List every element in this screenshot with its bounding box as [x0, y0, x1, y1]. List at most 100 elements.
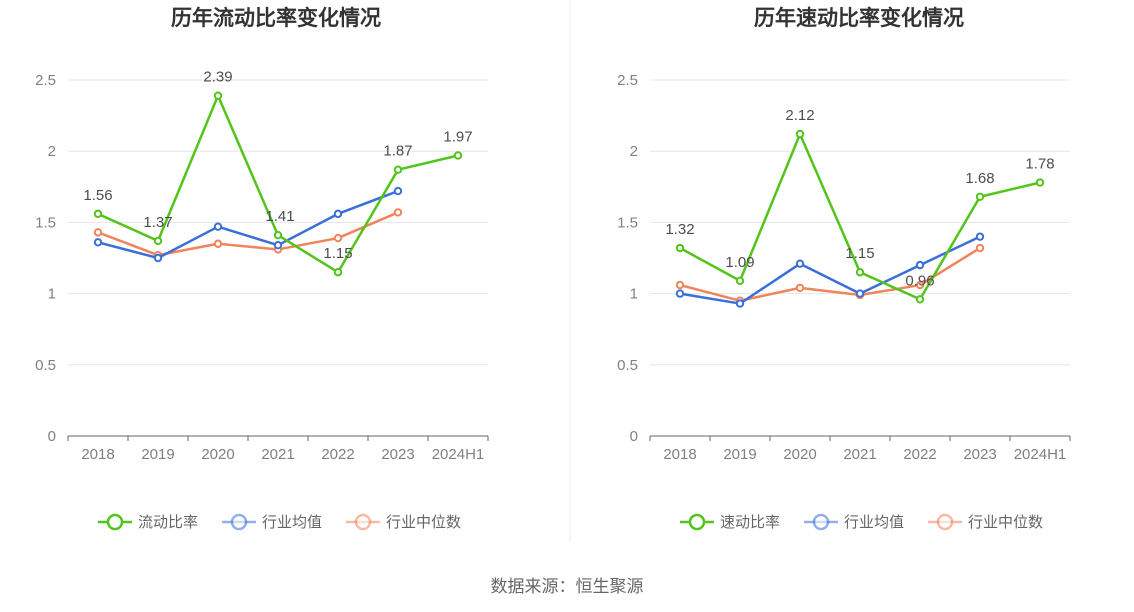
x-tick-label: 2024H1 [432, 446, 485, 463]
series-line [679, 235, 981, 305]
data-point [393, 165, 403, 174]
data-point [213, 222, 223, 231]
data-label: 1.32 [665, 221, 694, 238]
y-tick-label: 0.5 [617, 357, 638, 374]
x-tick-label: 2020 [201, 446, 234, 463]
legend-item[interactable]: 行业中位数 [928, 513, 1043, 531]
data-point [975, 192, 985, 201]
x-tick-label: 2019 [723, 446, 756, 463]
x-tick-label: 2021 [261, 446, 294, 463]
x-tick-label: 2021 [843, 446, 876, 463]
data-point [273, 231, 283, 240]
chart-title: 历年速动比率变化情况 [754, 6, 964, 30]
x-tick-label: 2022 [903, 446, 936, 463]
legend-item[interactable]: 行业均值 [222, 513, 322, 531]
data-point [333, 209, 343, 219]
data-label: 2.39 [203, 69, 232, 86]
y-tick-label: 2.5 [617, 72, 638, 89]
data-point [915, 280, 925, 290]
data-point [153, 236, 163, 246]
data-label: 1.15 [323, 245, 352, 262]
data-point [213, 91, 223, 100]
legend-marker [354, 513, 372, 531]
y-tick-label: 0.5 [35, 357, 56, 374]
legend-marker [936, 513, 954, 531]
data-point [915, 260, 925, 270]
data-point [735, 299, 745, 308]
data-source-note: 数据来源：恒生聚源 [491, 577, 644, 597]
series-line [679, 246, 981, 302]
data-point [675, 280, 685, 290]
data-label: 0.96 [905, 272, 934, 289]
data-point [453, 151, 463, 160]
data-point [915, 295, 925, 304]
data-label: 2.12 [785, 107, 814, 124]
data-point [795, 259, 805, 268]
legend-marker [230, 513, 248, 531]
data-point [855, 289, 865, 298]
y-tick-label: 2.5 [35, 72, 56, 89]
data-label: 1.68 [965, 170, 994, 187]
legend-item[interactable]: 行业中位数 [346, 513, 461, 531]
data-point [393, 208, 403, 217]
y-tick-label: 0 [48, 428, 56, 445]
data-label: 1.56 [83, 187, 112, 204]
x-tick-label: 2020 [783, 446, 816, 463]
x-tick-label: 2022 [321, 446, 354, 463]
data-point [93, 238, 103, 247]
legend-marker [688, 513, 706, 531]
legend-item[interactable]: 流动比率 [98, 513, 198, 531]
y-tick-label: 2 [630, 143, 638, 160]
legend-label: 流动比率 [138, 513, 198, 531]
x-tick-label: 2023 [381, 446, 414, 463]
legend-label: 行业中位数 [386, 513, 461, 531]
data-point [735, 276, 745, 285]
data-point [855, 268, 865, 277]
y-tick-label: 1.5 [35, 214, 56, 231]
data-label: 1.97 [443, 128, 472, 145]
data-point [795, 283, 805, 293]
legend-label: 行业均值 [844, 513, 904, 531]
y-tick-label: 1 [48, 286, 56, 303]
y-tick-label: 2 [48, 143, 56, 160]
x-tick-label: 2018 [81, 446, 114, 463]
chart-panel-2: 历年速动比率变化情况 0 0.5 1 1.5 2 2.5 2018 2019 2020 2021 20… [617, 6, 1071, 531]
legend-label: 行业中位数 [968, 513, 1043, 531]
series-line [97, 189, 399, 260]
data-point [273, 240, 283, 250]
legend-label: 速动比率 [720, 513, 780, 531]
data-point [93, 228, 103, 237]
data-point [93, 209, 103, 219]
data-point [393, 186, 403, 196]
data-point [975, 232, 985, 241]
data-point [153, 253, 163, 263]
chart-title: 历年流动比率变化情况 [171, 6, 381, 30]
y-tick-label: 1 [630, 286, 638, 303]
data-point [675, 243, 685, 253]
data-label: 1.37 [143, 214, 172, 231]
x-tick-label: 2018 [663, 446, 696, 463]
y-tick-label: 1.5 [617, 214, 638, 231]
data-point [333, 268, 343, 277]
data-label: 1.15 [845, 245, 874, 262]
x-tick-label: 2024H1 [1014, 446, 1067, 463]
data-label: 1.09 [725, 254, 754, 271]
x-tick-label: 2019 [141, 446, 174, 463]
data-point [975, 243, 985, 253]
series-line [97, 211, 399, 257]
legend-label: 行业均值 [262, 513, 322, 531]
legend-item[interactable]: 速动比率 [680, 513, 780, 531]
data-point [213, 239, 223, 248]
legend-marker [812, 513, 830, 531]
chart-panel-1: 历年流动比率变化情况 0 0.5 1 1.5 2 2.5 2018 2019 2020 2021 20… [35, 6, 489, 531]
legend-marker [106, 513, 124, 531]
data-point [675, 289, 685, 298]
data-point [795, 129, 805, 139]
data-point [333, 233, 343, 243]
x-tick-label: 2023 [963, 446, 996, 463]
data-label: 1.78 [1025, 156, 1054, 173]
data-label: 1.87 [383, 143, 412, 160]
legend-item[interactable]: 行业均值 [804, 513, 904, 531]
data-point [1035, 178, 1045, 187]
